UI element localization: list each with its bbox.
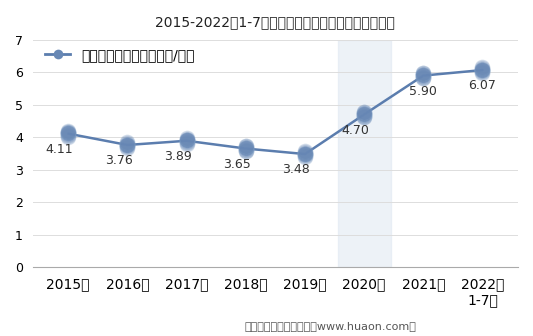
Text: 4.11: 4.11 (45, 143, 73, 156)
Legend: 豆一期货成交均价（万元/手）: 豆一期货成交均价（万元/手） (39, 42, 200, 68)
Text: 3.48: 3.48 (282, 163, 310, 176)
Bar (337, 40, 391, 267)
Text: 4.70: 4.70 (341, 124, 369, 136)
Text: 3.65: 3.65 (223, 158, 251, 171)
Text: 3.76: 3.76 (104, 154, 132, 167)
Text: 制图：华经产业研究院（www.huaon.com）: 制图：华经产业研究院（www.huaon.com） (245, 321, 416, 331)
Title: 2015-2022年1-7月大连商品交易所豆一期货成交均价: 2015-2022年1-7月大连商品交易所豆一期货成交均价 (156, 15, 395, 29)
Text: 5.90: 5.90 (409, 85, 437, 98)
Text: 6.07: 6.07 (469, 79, 496, 92)
Text: 3.89: 3.89 (164, 150, 191, 163)
